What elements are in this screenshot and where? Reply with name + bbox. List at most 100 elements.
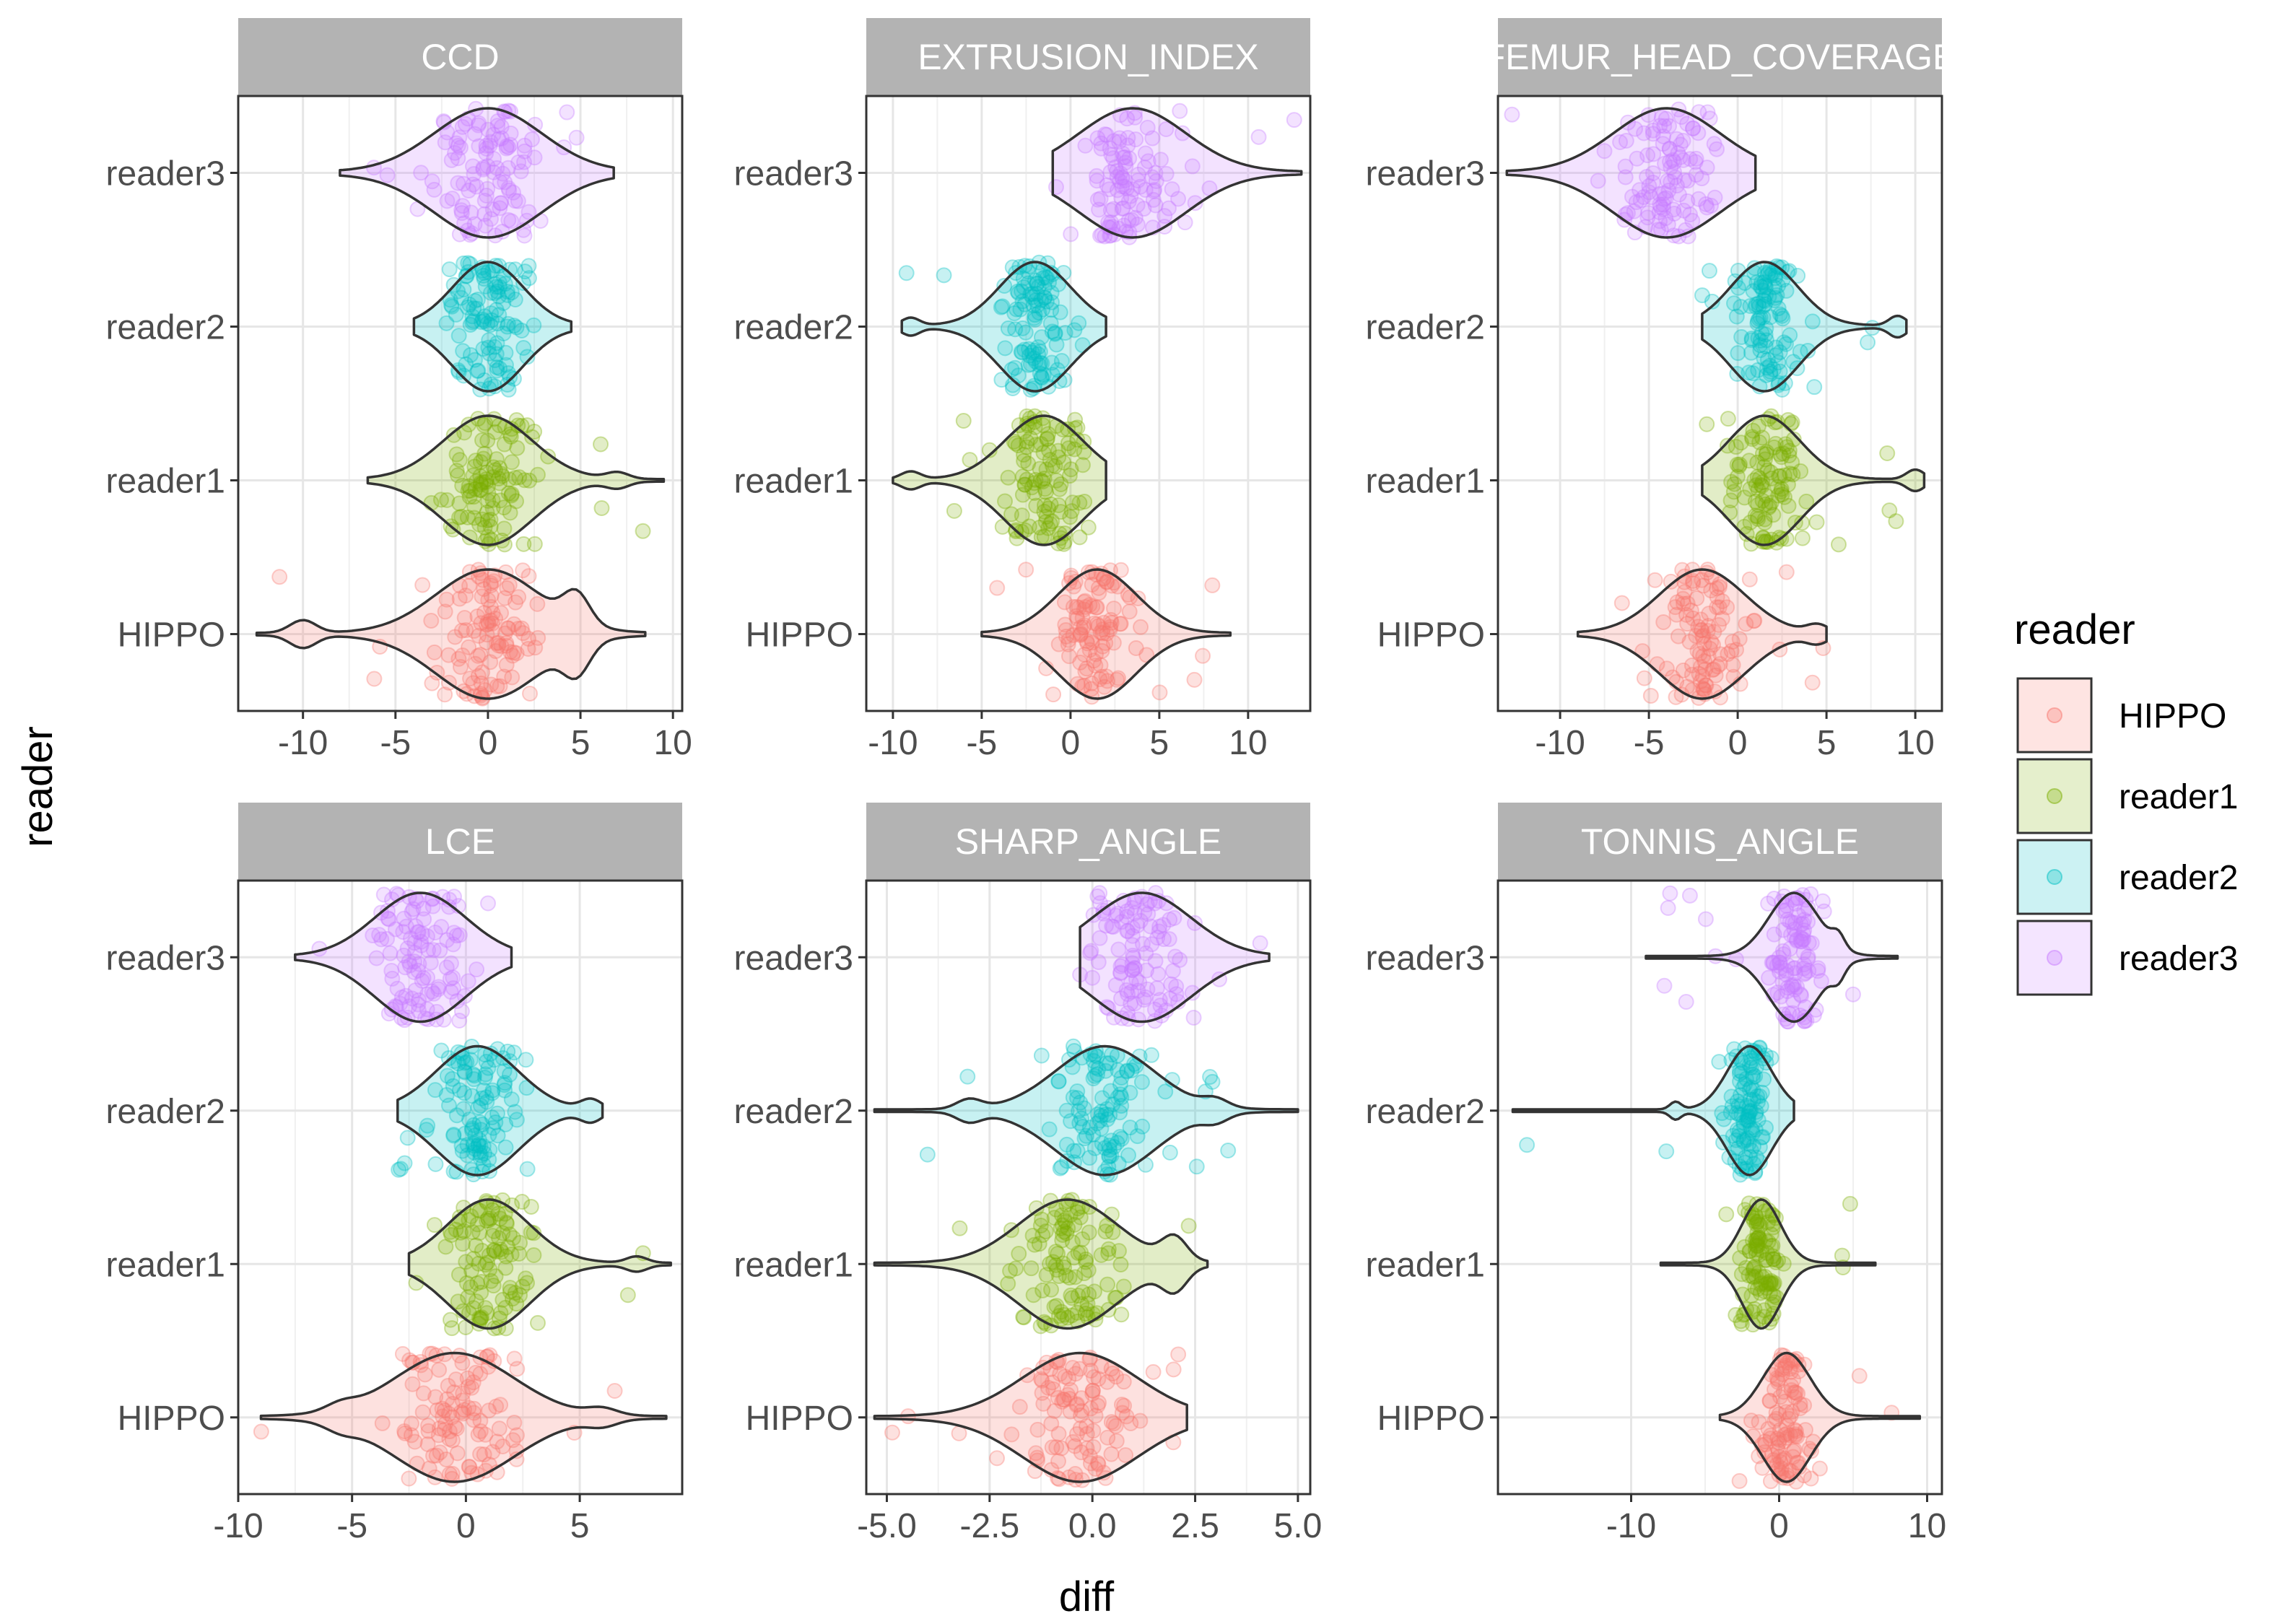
data-point [1705, 661, 1722, 678]
data-point [1685, 121, 1702, 137]
data-point [1180, 1218, 1197, 1234]
data-point [1048, 472, 1065, 489]
data-point [1760, 266, 1777, 282]
data-point [1146, 183, 1162, 199]
data-point [498, 635, 515, 652]
data-point [497, 174, 513, 191]
data-point [482, 518, 499, 535]
data-point [1158, 121, 1175, 138]
data-point [1784, 454, 1800, 471]
data-point [445, 427, 462, 443]
data-point [1075, 619, 1092, 636]
data-point [1094, 668, 1110, 685]
data-point [1094, 625, 1111, 642]
data-point [1063, 569, 1080, 586]
data-point [1079, 635, 1096, 652]
data-point [1696, 681, 1712, 697]
data-point [1770, 354, 1787, 371]
data-point [1760, 895, 1777, 912]
data-point [1027, 311, 1043, 328]
data-point [994, 518, 1011, 535]
data-point [450, 175, 466, 191]
data-point [1063, 226, 1079, 243]
data-point [494, 130, 510, 147]
data-point [1083, 675, 1099, 691]
data-point [1053, 353, 1070, 370]
data-point [1027, 292, 1044, 309]
data-point [475, 450, 492, 467]
data-point [1060, 636, 1076, 652]
data-point [1695, 627, 1712, 644]
data-point [1130, 590, 1146, 607]
data-point [1060, 440, 1077, 457]
violin [412, 261, 573, 393]
data-point [1032, 472, 1049, 489]
data-point [1647, 572, 1663, 588]
data-point [1643, 189, 1660, 206]
data-point [510, 154, 527, 171]
data-point [443, 152, 460, 168]
data-point [452, 139, 469, 156]
data-point [510, 193, 526, 209]
data-point [480, 478, 497, 494]
data-point [502, 428, 519, 445]
data-point [1033, 369, 1050, 385]
data-point [1092, 624, 1109, 641]
data-point [1204, 577, 1221, 593]
data-point [1749, 468, 1766, 485]
data-point [1034, 270, 1051, 287]
data-point [1114, 178, 1131, 195]
data-point [480, 339, 497, 356]
data-point [1063, 503, 1080, 520]
data-point [482, 612, 499, 629]
data-point [1709, 580, 1725, 597]
data-point [516, 143, 533, 160]
data-point [450, 328, 467, 344]
data-point [475, 160, 492, 176]
data-point [469, 292, 486, 308]
data-point [1751, 298, 1767, 315]
y-tick-label: reader1 [1366, 1246, 1485, 1284]
data-point [989, 580, 1006, 596]
data-point [1745, 365, 1761, 382]
data-point [1729, 468, 1746, 485]
data-point [452, 659, 469, 676]
data-point [489, 359, 505, 375]
data-point [466, 126, 483, 142]
data-point [516, 227, 533, 244]
data-point [479, 158, 496, 175]
data-point [506, 1350, 523, 1367]
data-point [1770, 277, 1787, 294]
facet-title: SHARP_ANGLE [955, 821, 1222, 862]
data-point [1800, 342, 1816, 359]
data-point [1016, 453, 1032, 469]
data-point [1663, 159, 1679, 175]
data-point [474, 311, 491, 328]
data-point [1697, 677, 1714, 694]
data-point [1679, 115, 1696, 132]
data-point [1750, 497, 1767, 513]
legend-point [2047, 788, 2062, 804]
data-point [1655, 614, 1672, 630]
data-point [1014, 320, 1031, 336]
legend-title: reader [2014, 606, 2135, 653]
data-point [1038, 508, 1055, 525]
data-point [448, 135, 465, 152]
data-point [1043, 284, 1060, 301]
data-point [489, 283, 505, 300]
legend-point [2047, 950, 2062, 966]
data-point [1065, 627, 1081, 643]
jitter-points [1613, 562, 1831, 707]
data-point [461, 296, 478, 313]
legend-item: reader3 [2016, 920, 2238, 996]
data-point [1121, 603, 1138, 620]
data-point [1089, 616, 1105, 632]
data-point [1652, 198, 1669, 215]
data-point [919, 1146, 936, 1163]
data-point [1763, 464, 1779, 481]
data-point [1040, 520, 1056, 536]
x-tick-label: 0 [479, 724, 498, 762]
data-point [438, 591, 455, 608]
data-point [453, 205, 470, 222]
data-point [1762, 309, 1779, 326]
